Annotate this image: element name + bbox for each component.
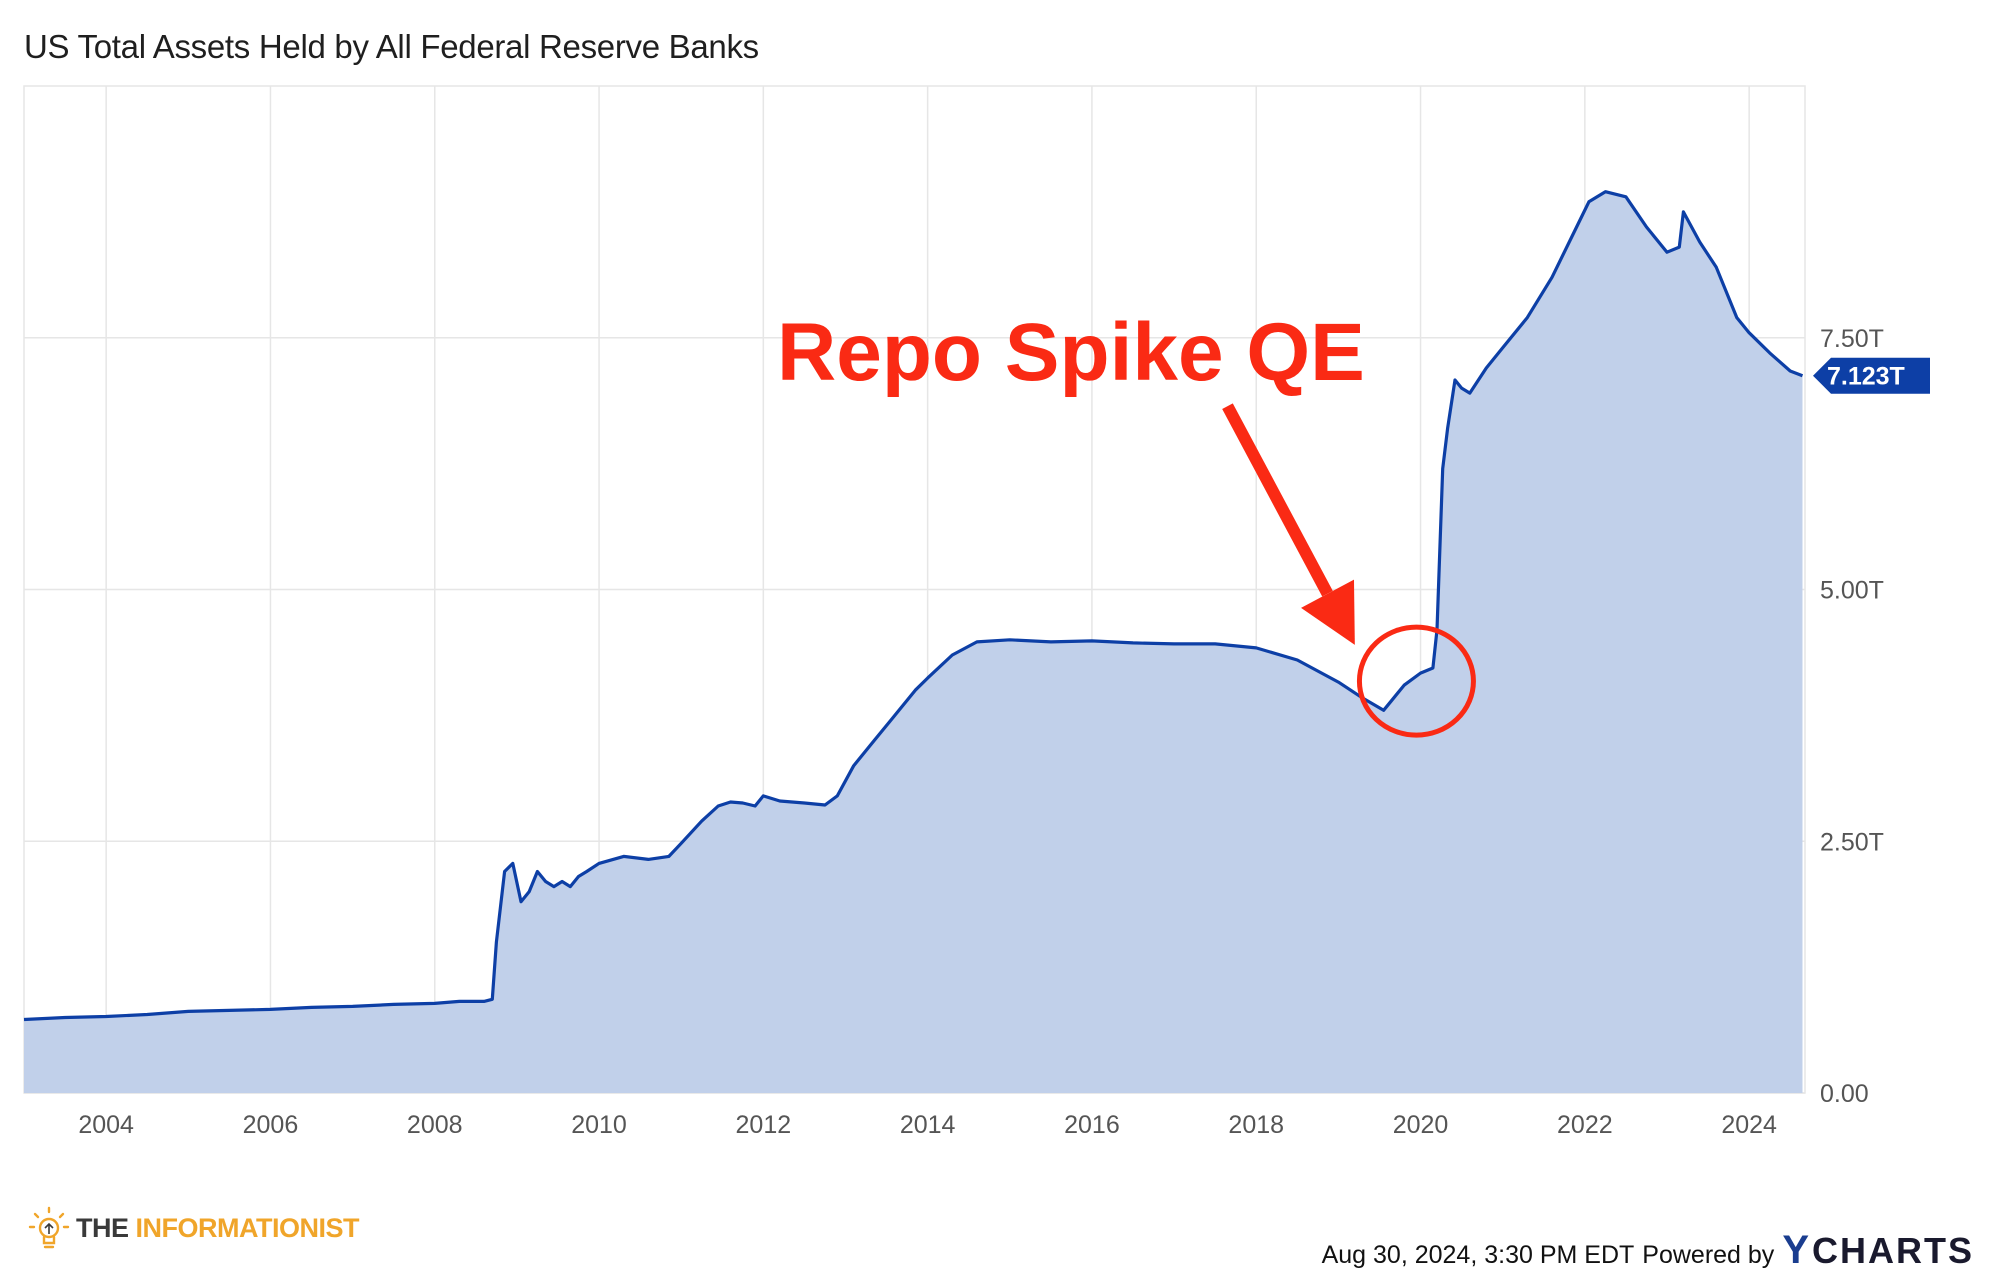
annotation-text: Repo Spike QE — [777, 307, 1365, 398]
x-tick-label: 2022 — [1557, 1111, 1613, 1139]
last-value-badge — [1813, 357, 1930, 394]
y-tick-label: 5.00T — [1820, 577, 1884, 605]
annotation-circle — [1356, 624, 1476, 738]
ycharts-logo-text: CHARTS — [1812, 1229, 1974, 1271]
y-tick-label: 7.50T — [1820, 325, 1884, 353]
y-tick-label: 0.00 — [1820, 1080, 1869, 1108]
x-tick-label: 2024 — [1721, 1111, 1777, 1139]
x-tick-label: 2008 — [407, 1111, 463, 1139]
last-value-label: 7.123T — [1827, 363, 1905, 391]
brand-word-1: THE — [76, 1212, 129, 1243]
axes: 2004 2006 2008 2010 2012 2014 2016 2018 2020 2022… — [78, 325, 1930, 1139]
lightbulb-icon — [28, 1206, 70, 1249]
annotation-arrow-shaft — [1222, 403, 1333, 597]
y-tick-label: 2.50T — [1820, 828, 1884, 856]
data-series — [23, 190, 1804, 1093]
powered-by-label: Powered by — [1642, 1241, 1775, 1269]
series-area — [24, 191, 1803, 1093]
x-tick-label: 2014 — [900, 1111, 956, 1139]
annotation-arrow-head — [1301, 579, 1355, 645]
chart-title: US Total Assets Held by All Federal Rese… — [24, 28, 759, 65]
timestamp: Aug 30, 2024, 3:30 PM EDT — [1321, 1241, 1635, 1269]
x-tick-label: 2016 — [1064, 1111, 1120, 1139]
x-tick-label: 2020 — [1393, 1111, 1449, 1139]
x-tick-label: 2018 — [1228, 1111, 1284, 1139]
brand-word-2: INFORMATIONIST — [135, 1212, 360, 1243]
x-tick-label: 2006 — [243, 1111, 299, 1139]
x-tick-label: 2004 — [78, 1111, 134, 1139]
ycharts-logo[interactable]: Y CHARTS — [1782, 1228, 1974, 1273]
x-tick-label: 2012 — [736, 1111, 792, 1139]
x-tick-label: 2010 — [571, 1111, 627, 1139]
series-line — [23, 190, 1804, 1022]
brand-logo: THE INFORMATIONIST — [28, 1206, 360, 1250]
annotation: Repo Spike QE — [777, 307, 1476, 738]
ycharts-logo-mark: Y — [1782, 1228, 1811, 1272]
footer-attribution: Aug 30, 2024, 3:30 PM EDT Powered by Y C… — [1322, 1228, 1974, 1273]
brand-name: THE INFORMATIONIST — [76, 1212, 360, 1244]
